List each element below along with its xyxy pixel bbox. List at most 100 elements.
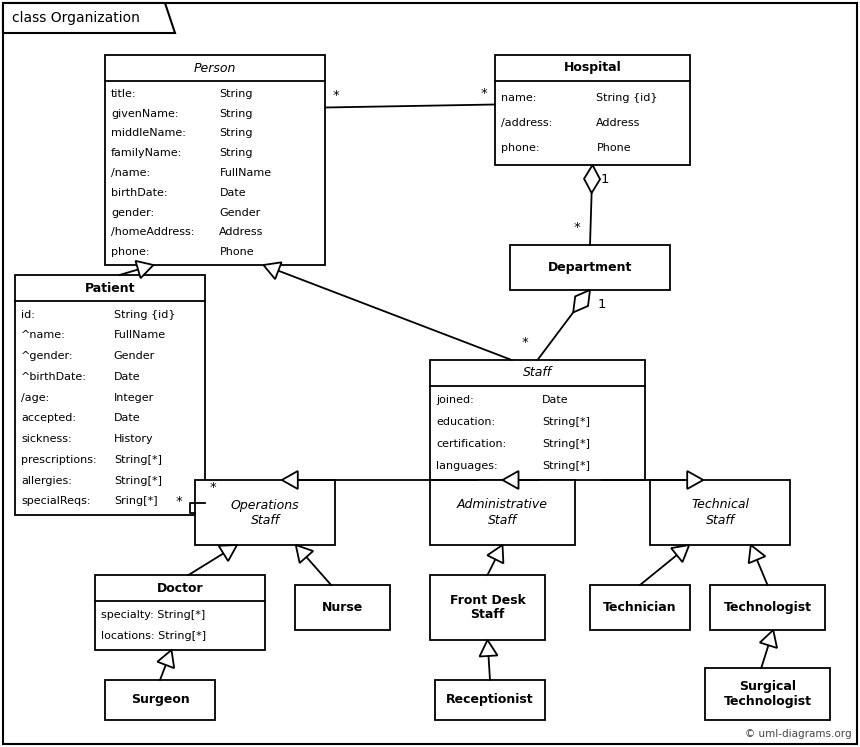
Text: prescriptions:: prescriptions: bbox=[21, 455, 96, 465]
Text: sickness:: sickness: bbox=[21, 434, 71, 444]
Text: Date: Date bbox=[114, 413, 140, 424]
Text: *: * bbox=[521, 336, 528, 349]
Text: certification:: certification: bbox=[436, 439, 507, 449]
Polygon shape bbox=[760, 630, 777, 648]
Text: Technologist: Technologist bbox=[723, 601, 812, 614]
Bar bbox=[435, 680, 545, 720]
Polygon shape bbox=[263, 262, 281, 279]
Text: Hospital: Hospital bbox=[563, 61, 622, 75]
Text: *: * bbox=[176, 495, 182, 507]
Text: Technical
Staff: Technical Staff bbox=[691, 498, 749, 527]
Text: Person: Person bbox=[194, 61, 236, 75]
Bar bbox=[295, 585, 390, 630]
Text: Date: Date bbox=[219, 187, 246, 198]
Text: /age:: /age: bbox=[21, 393, 49, 403]
Text: String[*]: String[*] bbox=[542, 417, 590, 427]
Polygon shape bbox=[584, 165, 600, 193]
Text: *: * bbox=[210, 481, 217, 494]
Text: *: * bbox=[574, 221, 580, 234]
Polygon shape bbox=[296, 545, 313, 563]
Text: String: String bbox=[219, 128, 253, 138]
Polygon shape bbox=[157, 650, 175, 668]
Text: title:: title: bbox=[111, 89, 137, 99]
Text: givenName:: givenName: bbox=[111, 108, 179, 119]
Text: Date: Date bbox=[542, 395, 568, 405]
Text: languages:: languages: bbox=[436, 461, 498, 471]
Polygon shape bbox=[218, 545, 237, 561]
Text: *: * bbox=[333, 90, 340, 102]
Text: Technician: Technician bbox=[603, 601, 677, 614]
Bar bbox=[495, 55, 690, 165]
Text: String {id}: String {id} bbox=[114, 309, 175, 320]
Bar bbox=[15, 275, 205, 515]
Text: Address: Address bbox=[596, 118, 641, 128]
Text: accepted:: accepted: bbox=[21, 413, 76, 424]
Text: FullName: FullName bbox=[219, 168, 272, 178]
Text: phone:: phone: bbox=[501, 143, 539, 153]
Text: Sring[*]: Sring[*] bbox=[114, 497, 157, 506]
Polygon shape bbox=[574, 290, 590, 312]
Text: Phone: Phone bbox=[596, 143, 631, 153]
Polygon shape bbox=[488, 545, 503, 563]
Text: ^gender:: ^gender: bbox=[21, 351, 73, 361]
Text: String[*]: String[*] bbox=[542, 439, 590, 449]
Bar bbox=[510, 245, 670, 290]
Text: FullName: FullName bbox=[114, 330, 166, 341]
Text: ^name:: ^name: bbox=[21, 330, 65, 341]
Text: String[*]: String[*] bbox=[114, 476, 162, 486]
Polygon shape bbox=[282, 471, 298, 489]
Bar bbox=[195, 480, 335, 545]
Text: Doctor: Doctor bbox=[157, 581, 203, 595]
Text: Patient: Patient bbox=[85, 282, 135, 294]
Text: Address: Address bbox=[219, 227, 264, 238]
Text: /name:: /name: bbox=[111, 168, 150, 178]
Bar bbox=[710, 585, 825, 630]
Text: Phone: Phone bbox=[219, 247, 254, 257]
Bar bbox=[705, 668, 830, 720]
Text: specialty: String[*]: specialty: String[*] bbox=[101, 610, 206, 620]
Text: allergies:: allergies: bbox=[21, 476, 72, 486]
Text: Receptionist: Receptionist bbox=[446, 693, 534, 707]
Bar bbox=[590, 585, 690, 630]
Polygon shape bbox=[671, 545, 689, 562]
Text: 1: 1 bbox=[600, 173, 609, 186]
Bar bbox=[105, 680, 215, 720]
Bar bbox=[430, 480, 575, 545]
Bar bbox=[430, 575, 545, 640]
Text: 1: 1 bbox=[598, 298, 606, 311]
Text: Gender: Gender bbox=[114, 351, 155, 361]
Text: String[*]: String[*] bbox=[542, 461, 590, 471]
Text: /address:: /address: bbox=[501, 118, 552, 128]
Text: id:: id: bbox=[21, 309, 35, 320]
Text: Department: Department bbox=[548, 261, 632, 274]
Text: ^birthDate:: ^birthDate: bbox=[21, 372, 87, 382]
Text: Nurse: Nurse bbox=[322, 601, 363, 614]
Text: birthDate:: birthDate: bbox=[111, 187, 168, 198]
Text: /homeAddress:: /homeAddress: bbox=[111, 227, 194, 238]
Text: Surgeon: Surgeon bbox=[131, 693, 189, 707]
Text: String: String bbox=[219, 108, 253, 119]
Text: locations: String[*]: locations: String[*] bbox=[101, 631, 206, 641]
Bar bbox=[650, 480, 790, 545]
Bar bbox=[430, 360, 645, 480]
Text: gender:: gender: bbox=[111, 208, 154, 217]
Text: education:: education: bbox=[436, 417, 495, 427]
Text: middleName:: middleName: bbox=[111, 128, 186, 138]
Text: String[*]: String[*] bbox=[114, 455, 162, 465]
Text: name:: name: bbox=[501, 93, 537, 102]
Polygon shape bbox=[502, 471, 519, 489]
Polygon shape bbox=[687, 471, 703, 489]
Text: String: String bbox=[219, 89, 253, 99]
Polygon shape bbox=[136, 261, 153, 278]
Text: Operations
Staff: Operations Staff bbox=[230, 498, 299, 527]
Text: phone:: phone: bbox=[111, 247, 150, 257]
Bar bbox=[95, 575, 265, 650]
Text: Administrative
Staff: Administrative Staff bbox=[457, 498, 548, 527]
Text: © uml-diagrams.org: © uml-diagrams.org bbox=[746, 729, 852, 739]
Text: specialReqs:: specialReqs: bbox=[21, 497, 90, 506]
Polygon shape bbox=[480, 640, 497, 657]
Text: familyName:: familyName: bbox=[111, 148, 182, 158]
Text: Integer: Integer bbox=[114, 393, 154, 403]
Text: Gender: Gender bbox=[219, 208, 261, 217]
Polygon shape bbox=[3, 3, 175, 33]
